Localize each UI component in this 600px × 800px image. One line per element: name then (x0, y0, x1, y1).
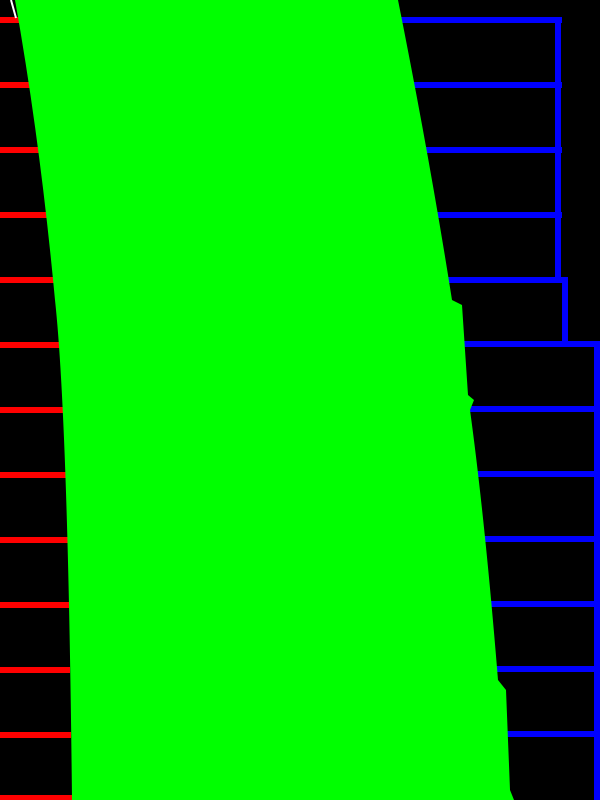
edge-line (10, 0, 17, 19)
right-marking-segment (460, 341, 600, 347)
left-marking-stripe (0, 147, 62, 153)
left-marking-stripe (0, 277, 64, 283)
right-markings (400, 17, 600, 800)
right-marking-segment (460, 536, 600, 542)
right-marking-segment (460, 731, 600, 737)
left-marking-stripe (0, 212, 63, 218)
right-marking-segment (400, 277, 562, 283)
right-marking-segment (555, 17, 561, 283)
left-marking-stripe (0, 342, 65, 348)
right-marking-segment (400, 212, 562, 218)
right-marking-segment (400, 82, 562, 88)
left-marking-stripe (0, 537, 68, 543)
left-marking-stripe (0, 602, 69, 608)
left-marking-stripe (0, 732, 71, 738)
right-marking-segment (400, 147, 562, 153)
right-marking-segment (562, 277, 568, 347)
right-marking-segment (594, 341, 600, 800)
drivable-area (15, 0, 514, 800)
right-marking-segment (460, 471, 600, 477)
right-marking-segment (460, 601, 600, 607)
left-marking-stripe (0, 795, 72, 800)
left-marking-stripe (0, 407, 66, 413)
right-marking-segment (460, 666, 600, 672)
left-marking-stripe (0, 472, 67, 478)
right-marking-segment (460, 406, 600, 412)
right-marking-segment (400, 17, 562, 23)
left-marking-stripe (0, 667, 70, 673)
